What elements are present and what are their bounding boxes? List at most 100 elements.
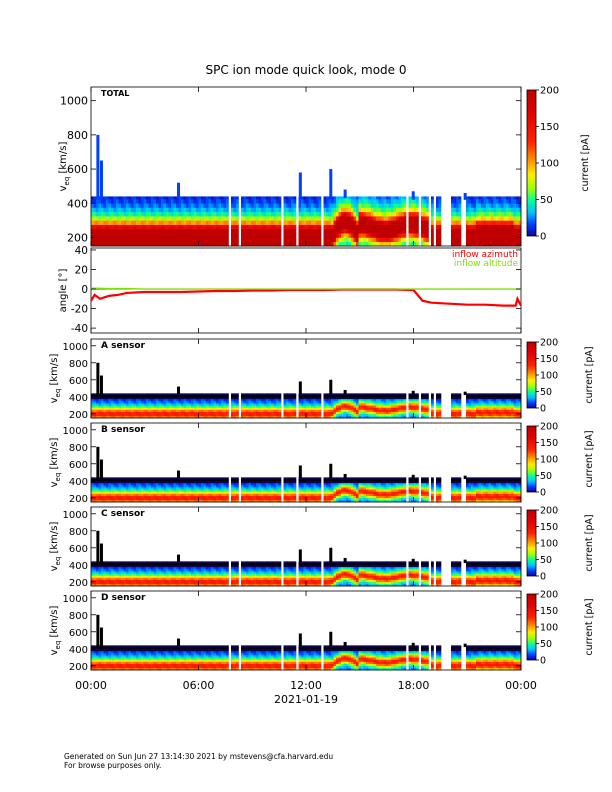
heatmap-cell	[221, 482, 224, 486]
heatmap-cell	[203, 495, 207, 499]
heatmap-cell	[308, 413, 312, 417]
heatmap-cell	[221, 224, 224, 230]
heatmap-cell	[138, 196, 142, 200]
heatmap-cell	[121, 493, 124, 496]
heatmap-cell	[261, 228, 264, 234]
heatmap-cell	[371, 220, 374, 225]
heatmap-cell	[161, 485, 164, 488]
heatmap-cell	[186, 487, 189, 490]
heatmap-cell	[503, 224, 507, 230]
heatmap-cell	[206, 237, 209, 243]
heatmap-cell	[126, 499, 129, 503]
heatmap-cell	[373, 411, 377, 415]
heatmap-cell	[141, 224, 144, 230]
heatmap-cell	[316, 480, 319, 484]
heatmap-cell	[486, 398, 489, 402]
heatmap-cell	[143, 220, 147, 225]
heatmap-cell	[248, 489, 252, 492]
heatmap-cell	[256, 480, 259, 484]
heatmap-cell	[221, 415, 224, 419]
heatmap-cell	[248, 228, 252, 234]
heatmap-cell	[398, 228, 402, 234]
heatmap-cell	[511, 405, 514, 408]
heatmap-cell	[416, 196, 419, 200]
heatmap-cell	[223, 478, 227, 482]
heatmap-cell	[123, 207, 127, 213]
heatmap-cell	[343, 403, 347, 406]
heatmap-cell	[163, 403, 167, 406]
heatmap-cell	[241, 493, 244, 496]
heatmap-cell	[96, 233, 99, 238]
heatmap-cell	[248, 216, 252, 221]
colorbar-tick-label: 50	[540, 387, 552, 398]
y-tick-label: -40	[71, 323, 88, 335]
heatmap-cell	[501, 409, 504, 412]
heatmap-cell	[431, 220, 434, 225]
heatmap-cell	[133, 398, 137, 402]
heatmap-cell	[436, 403, 439, 406]
heatmap-cell	[491, 198, 494, 204]
heatmap-cell	[478, 233, 482, 238]
heatmap-cell	[103, 241, 107, 247]
heatmap-cell	[286, 241, 289, 247]
heatmap-cell	[171, 228, 174, 234]
heatmap-cell	[506, 411, 509, 415]
heatmap-cell	[348, 233, 352, 238]
heatmap-cell	[316, 493, 319, 496]
heatmap-cell	[438, 409, 442, 412]
heatmap-cell	[503, 401, 507, 404]
heatmap-cell	[183, 228, 187, 234]
heatmap-cell	[266, 413, 269, 417]
heatmap-cell	[173, 237, 177, 243]
heatmap-cell	[488, 233, 492, 238]
heatmap-cell	[211, 207, 214, 213]
heatmap-cell	[128, 228, 132, 234]
heatmap-cell	[421, 398, 424, 402]
heatmap-cell	[251, 415, 254, 419]
heatmap-cell	[383, 407, 387, 410]
heatmap-cell	[408, 241, 412, 247]
heatmap-cell	[503, 407, 507, 410]
heatmap-cell	[178, 487, 182, 490]
heatmap-cell	[401, 403, 404, 406]
heatmap-cell	[111, 220, 114, 225]
heatmap-cell	[173, 415, 177, 419]
heatmap-cell	[218, 228, 222, 234]
heatmap-cell	[243, 211, 247, 217]
heatmap-cell	[291, 405, 294, 408]
heatmap-cell	[273, 216, 277, 221]
heatmap-cell	[503, 413, 507, 417]
heatmap-cell	[293, 394, 297, 398]
heatmap-cell	[166, 203, 169, 208]
heatmap-cell	[388, 224, 392, 230]
heatmap-cell	[216, 491, 219, 494]
heatmap-cell	[188, 198, 192, 204]
heatmap-cell	[303, 405, 307, 408]
heatmap-cell	[396, 409, 399, 412]
heatmap-cell	[176, 398, 179, 402]
heatmap-cell	[423, 228, 427, 234]
heatmap-cell	[96, 224, 99, 230]
heatmap-cell	[498, 241, 502, 247]
heatmap-cell	[243, 493, 247, 496]
heatmap-cell	[331, 207, 334, 213]
heatmap-cell	[201, 207, 204, 213]
heatmap-cell	[513, 241, 517, 247]
heatmap-cell	[246, 224, 249, 230]
heatmap-cell	[298, 489, 302, 492]
heatmap-cell	[223, 480, 227, 484]
heatmap-cell	[231, 477, 234, 479]
heatmap-cell	[206, 233, 209, 238]
heatmap-cell	[183, 196, 187, 200]
heatmap-cell	[178, 489, 182, 492]
heatmap-cell	[151, 394, 154, 398]
colorbar-tick-label: 200	[540, 338, 558, 349]
heatmap-cell	[273, 241, 277, 247]
heatmap-cell	[456, 241, 459, 247]
heatmap-cell	[513, 398, 517, 402]
heatmap-cell	[166, 407, 169, 410]
heatmap-cell	[283, 478, 287, 482]
heatmap-cell	[256, 413, 259, 417]
heatmap-cell	[233, 233, 237, 238]
heatmap-cell	[133, 241, 137, 247]
